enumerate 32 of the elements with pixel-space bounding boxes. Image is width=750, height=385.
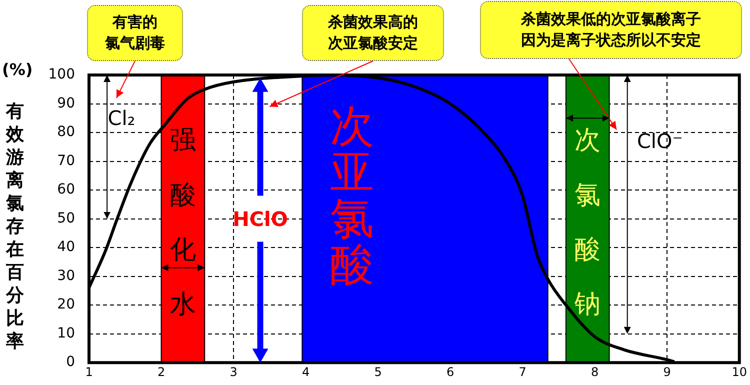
annotation: HClO [232,206,288,231]
y-tick-label: 30 [57,268,75,284]
y-tick-label: 20 [57,296,75,313]
x-tick-label: 2 [157,364,166,379]
y-tick-label: 40 [57,239,75,256]
x-tick-label: 5 [374,364,382,379]
text: 有害的氯气剧毒 [87,5,183,61]
text: 杀菌效果低的次亚氯酸离子因为是离子状态所以不安定 [480,1,742,59]
annotation: ClO⁻ [636,129,683,154]
x-tick-label: 8 [591,364,599,379]
band-label: 强酸化水 [170,126,196,320]
text: (%) [2,60,33,79]
x-tick-label: 10 [732,364,748,379]
x-tick-label: 9 [663,364,671,379]
y-tick-label: 60 [57,182,75,198]
y-tick-label: 80 [57,124,75,140]
band-label: 次亚氯酸 [330,100,374,291]
x-tick-label: 6 [446,364,454,379]
y-tick-label: 90 [57,95,75,112]
y-tick-label: 10 [57,325,75,342]
x-tick-label: 3 [230,364,238,379]
text: 有效游离氯存在百分比率 [6,101,24,352]
x-tick-label: 1 [85,364,93,379]
x-tick-label: 4 [302,364,310,379]
y-tick-label: 100 [48,66,75,83]
annotation: Cl₂ [108,106,136,130]
text: 杀菌效果高的次亚氯酸安定 [302,5,444,61]
x-tick-label: 7 [518,364,526,379]
band-label: 次氯酸钠 [574,126,601,320]
y-tick-label: 70 [57,152,75,169]
y-tick-label: 50 [57,210,75,226]
y-tick-label: 0 [66,354,75,370]
